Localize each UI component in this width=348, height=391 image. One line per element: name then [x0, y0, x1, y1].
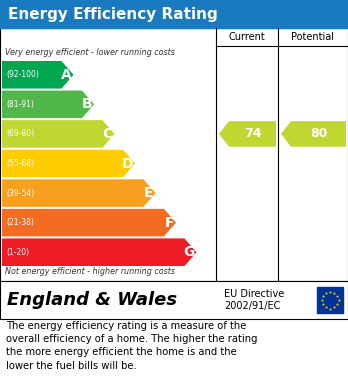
Text: The energy efficiency rating is a measure of the
overall efficiency of a home. T: The energy efficiency rating is a measur… — [6, 321, 258, 371]
Polygon shape — [281, 121, 346, 147]
Text: Very energy efficient - lower running costs: Very energy efficient - lower running co… — [5, 48, 175, 57]
Polygon shape — [2, 179, 156, 207]
Text: England & Wales: England & Wales — [7, 291, 177, 309]
Text: 80: 80 — [310, 127, 327, 140]
Bar — [0, 281, 348, 319]
Polygon shape — [2, 120, 114, 148]
Text: 74: 74 — [244, 127, 261, 140]
Text: (81-91): (81-91) — [6, 100, 34, 109]
Text: C: C — [102, 127, 112, 141]
Text: (92-100): (92-100) — [6, 70, 39, 79]
Polygon shape — [219, 121, 276, 147]
Text: D: D — [121, 156, 133, 170]
Polygon shape — [2, 91, 94, 118]
Text: (21-38): (21-38) — [6, 218, 34, 227]
Text: Not energy efficient - higher running costs: Not energy efficient - higher running co… — [5, 267, 175, 276]
Polygon shape — [2, 209, 176, 237]
Text: Potential: Potential — [292, 32, 334, 42]
Text: Current: Current — [229, 32, 266, 42]
Polygon shape — [2, 239, 197, 266]
Bar — [317, 287, 343, 313]
Text: A: A — [61, 68, 71, 82]
Text: B: B — [81, 97, 92, 111]
Bar — [0, 0, 348, 28]
Text: (1-20): (1-20) — [6, 248, 29, 257]
Bar — [0, 28, 348, 281]
Text: (39-54): (39-54) — [6, 188, 34, 197]
Polygon shape — [2, 150, 135, 177]
Text: F: F — [165, 216, 174, 230]
Text: (55-68): (55-68) — [6, 159, 34, 168]
Text: (69-80): (69-80) — [6, 129, 34, 138]
Text: E: E — [144, 186, 153, 200]
Polygon shape — [2, 61, 73, 89]
Text: 2002/91/EC: 2002/91/EC — [224, 301, 280, 311]
Text: EU Directive: EU Directive — [224, 289, 284, 299]
Text: Energy Efficiency Rating: Energy Efficiency Rating — [8, 7, 218, 22]
Text: G: G — [183, 245, 195, 259]
